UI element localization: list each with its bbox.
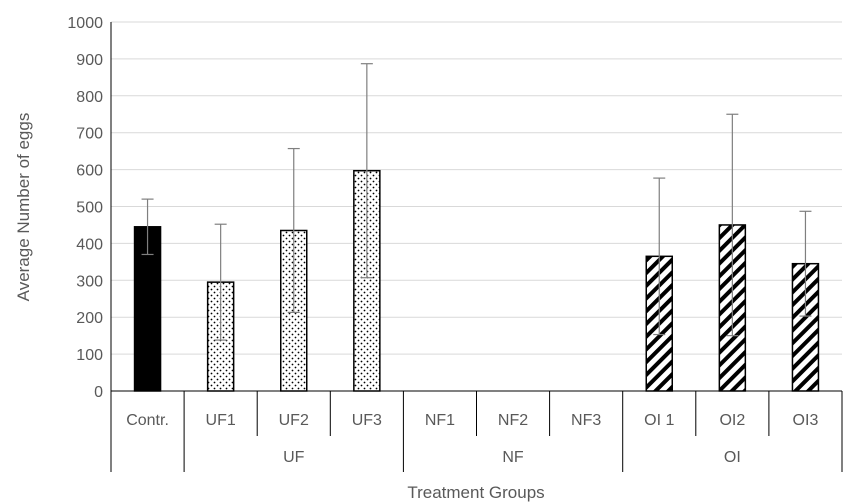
y-tick-label: 0 [94,384,103,401]
x-tick-label: OI 1 [644,412,674,429]
x-group-label: NF [502,449,524,466]
error-bar [287,147,300,314]
y-tick-label: 900 [76,52,103,69]
x-tick-label: OI2 [719,412,745,429]
y-tick-label: 200 [76,310,103,327]
x-tick-label: NF1 [425,412,455,429]
x-tick-label: UF3 [352,412,382,429]
x-axis-title: Treatment Groups [407,483,544,502]
bars [133,169,820,392]
error-bars [141,63,812,341]
x-group-label: OI [724,449,741,466]
y-tick-label: 100 [76,347,103,364]
y-tick-label: 600 [76,163,103,180]
x-tick-label: NF2 [498,412,528,429]
x-tick-label: OI3 [793,412,819,429]
error-bar [214,223,227,341]
y-tick-label: 700 [76,126,103,143]
y-tick-label: 300 [76,273,103,290]
x-axis-categories: Contr. UF1 UF2 UF3 NF1 NF2 NF3 OI 1 OI2 OI3 [126,412,818,429]
y-tick-label: 500 [76,200,103,217]
error-bar [141,198,154,256]
x-tick-label: UF2 [279,412,309,429]
error-bar [653,177,666,336]
y-axis-ticks: 0 100 200 300 400 500 600 700 800 900 1000 [67,15,103,401]
x-axis-groups: UF NF OI [110,391,843,472]
error-bar [799,210,812,317]
x-group-label: UF [283,449,305,466]
error-bar [360,63,373,279]
x-tick-label: NF3 [571,412,601,429]
y-tick-label: 400 [76,236,103,253]
x-tick-label: Contr. [126,412,169,429]
y-tick-label: 1000 [67,15,103,32]
error-bar [726,113,739,337]
y-axis-title: Average Number of eggs [14,113,33,302]
y-tick-label: 800 [76,89,103,106]
x-tick-label: UF1 [206,412,236,429]
